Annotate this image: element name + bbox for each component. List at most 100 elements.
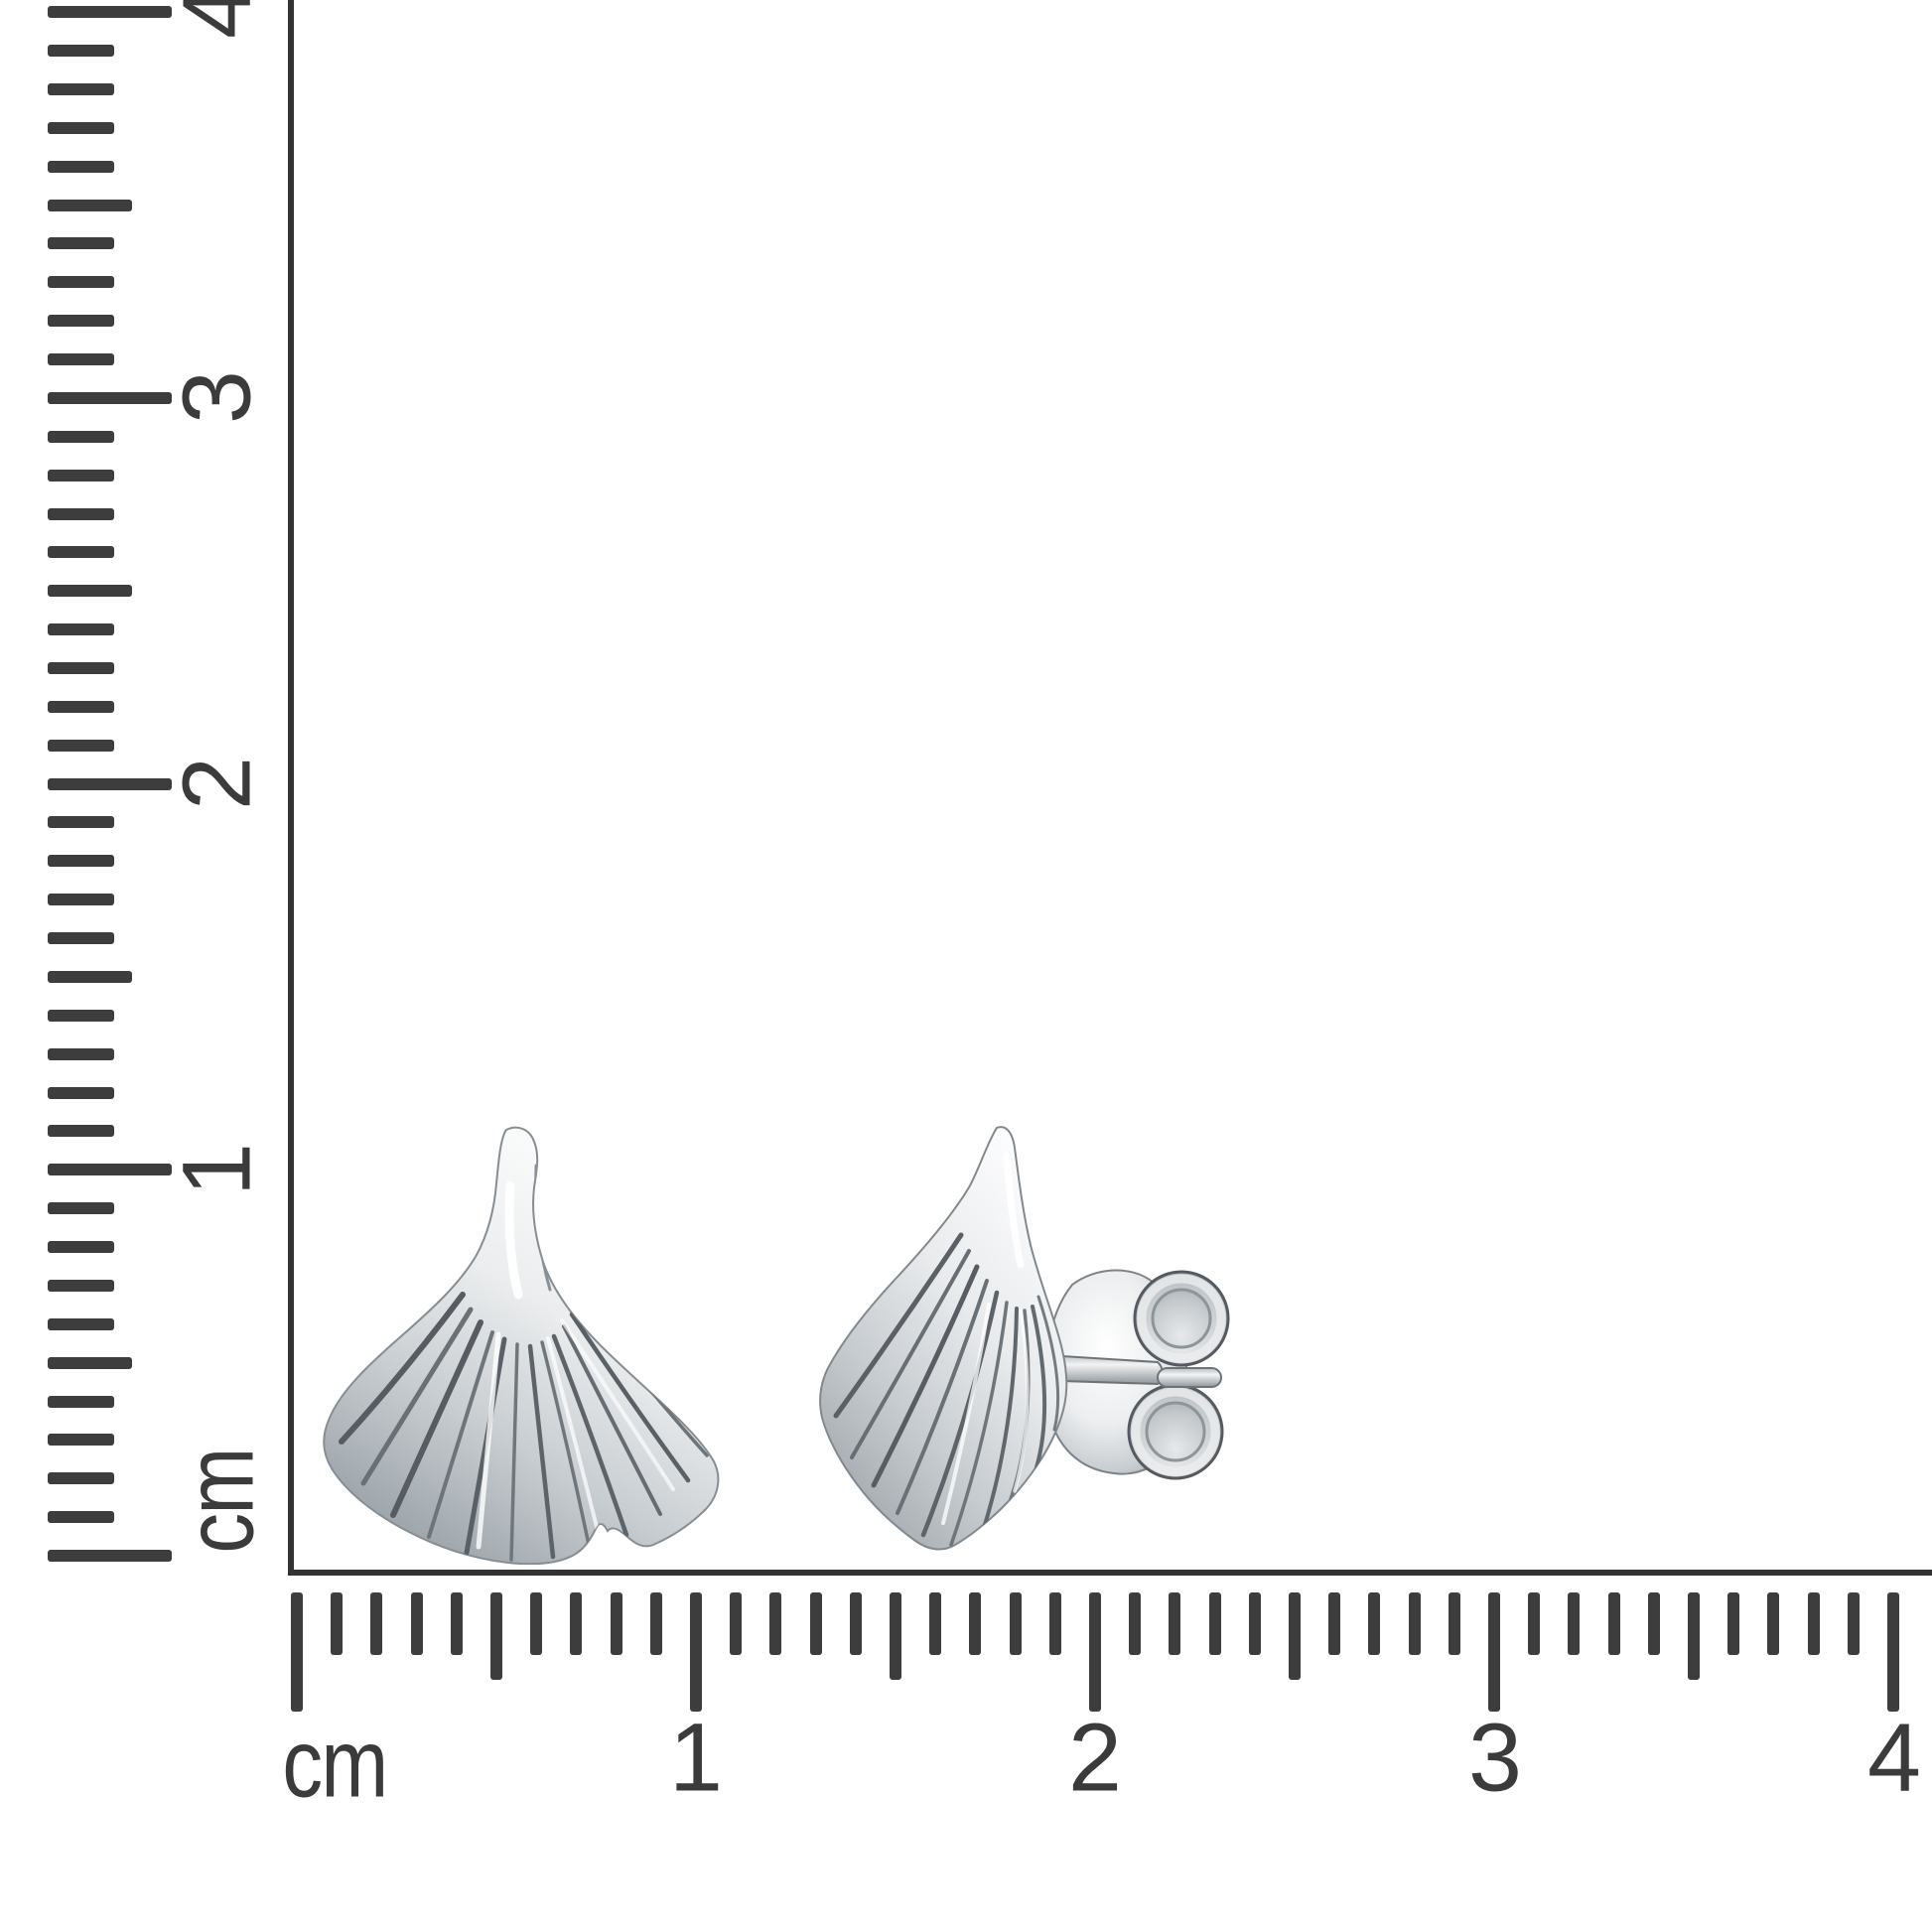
ruler-tick — [1607, 1592, 1620, 1655]
ruler-number: 4 — [1867, 1703, 1921, 1812]
ruler-tick — [969, 1592, 982, 1655]
ruler-tick — [48, 315, 114, 328]
ruler-tick — [649, 1592, 662, 1655]
ruler-tick — [48, 1317, 114, 1330]
ruler-tick — [48, 855, 114, 868]
ruler-tick — [48, 1047, 114, 1060]
ruler-tick — [48, 816, 114, 829]
ruler-tick — [1169, 1592, 1181, 1655]
ruler-tick — [291, 1592, 303, 1712]
ruler-tick — [929, 1592, 942, 1655]
ruler-tick — [1568, 1592, 1581, 1655]
ruler-tick — [48, 1009, 114, 1022]
ruler-tick — [1448, 1592, 1460, 1655]
ruler-tick — [48, 1472, 114, 1485]
ruler-tick — [48, 276, 114, 289]
ruler-number: 4 — [162, 0, 271, 39]
ruler-tick — [48, 1434, 114, 1447]
ruler-tick — [48, 160, 114, 173]
ruler-tick — [890, 1592, 901, 1680]
ruler-tick — [48, 353, 114, 366]
ruler-tick — [48, 199, 132, 211]
ruler-tick — [48, 777, 172, 790]
ruler-unit-label: cm — [165, 1449, 274, 1554]
frame-vertical-line — [288, 0, 294, 1576]
ruler-tick — [1807, 1592, 1820, 1655]
ruler-tick — [1767, 1592, 1780, 1655]
ruler-tick — [48, 430, 114, 443]
ruler-tick — [48, 1395, 114, 1408]
frame-horizontal-line — [288, 1570, 1932, 1576]
ruler-tick — [48, 970, 132, 983]
ruler-tick — [1129, 1592, 1142, 1655]
ruler-tick — [48, 661, 114, 674]
ruler-tick — [48, 6, 172, 19]
ruler-tick — [48, 507, 114, 520]
earring-front-view — [314, 1126, 727, 1566]
ginkgo-leaf-front-icon — [323, 1126, 720, 1566]
ruler-number: 2 — [1068, 1703, 1122, 1812]
ruler-tick — [48, 1125, 114, 1138]
ruler-number: 1 — [162, 1143, 271, 1196]
ruler-tick — [1208, 1592, 1221, 1655]
ruler-tick — [48, 546, 114, 559]
ruler-tick — [769, 1592, 782, 1655]
ruler-number: 3 — [162, 370, 271, 424]
ruler-tick — [48, 585, 132, 598]
ruler-tick — [48, 894, 114, 906]
ruler-tick — [1727, 1592, 1740, 1655]
ruler-tick — [1408, 1592, 1421, 1655]
ruler-tick — [48, 1356, 132, 1369]
ruler-tick — [410, 1592, 423, 1655]
ruler-tick — [849, 1592, 862, 1655]
ruler-tick — [490, 1592, 502, 1680]
ruler-tick — [48, 45, 114, 58]
ruler-tick — [1847, 1592, 1860, 1655]
ruler-tick — [690, 1592, 702, 1712]
ruler-tick — [48, 1241, 114, 1254]
ruler-tick — [48, 391, 172, 404]
ruler-tick — [1528, 1592, 1541, 1655]
leaf-ribs-side — [833, 1152, 1060, 1547]
post-tip — [1157, 1367, 1222, 1388]
ruler-tick — [1328, 1592, 1341, 1655]
ruler-tick — [1488, 1592, 1500, 1712]
ruler-tick — [48, 469, 114, 482]
ruler-tick — [48, 739, 114, 752]
ruler-tick — [48, 623, 114, 636]
ruler-tick — [48, 1550, 172, 1562]
ruler-number: 3 — [1468, 1703, 1522, 1812]
ruler-tick — [450, 1592, 463, 1655]
ruler-tick — [48, 237, 114, 250]
ruler-tick — [48, 1164, 172, 1176]
ruler-tick — [1289, 1592, 1301, 1680]
ruler-tick — [1688, 1592, 1700, 1680]
ruler-tick — [530, 1592, 543, 1655]
ruler-tick — [1089, 1592, 1101, 1712]
ruler-tick — [570, 1592, 583, 1655]
ruler-tick — [48, 121, 114, 134]
ruler-number: 1 — [669, 1703, 723, 1812]
ruler-tick — [48, 1279, 114, 1292]
ruler-tick — [610, 1592, 622, 1655]
ruler-tick — [1368, 1592, 1381, 1655]
ruler-tick — [1048, 1592, 1061, 1655]
ruler-number: 2 — [162, 757, 271, 810]
clutch-bottom-loop — [1127, 1383, 1224, 1480]
ruler-tick — [1647, 1592, 1660, 1655]
ruler-tick — [331, 1592, 344, 1655]
ruler-tick — [1009, 1592, 1022, 1655]
ruler-tick — [48, 82, 114, 95]
ruler-tick — [1248, 1592, 1261, 1655]
earring-side-view — [812, 1126, 1257, 1563]
clutch-top-loop — [1133, 1270, 1230, 1367]
ruler-tick — [48, 1086, 114, 1099]
ruler-unit-label: cm — [282, 1709, 388, 1818]
ruler-tick — [1887, 1592, 1899, 1712]
leaf-silhouette — [323, 1126, 720, 1566]
ruler-tick — [48, 1511, 114, 1524]
ruler-tick — [370, 1592, 383, 1655]
ruler-tick — [48, 932, 114, 945]
ruler-tick — [809, 1592, 822, 1655]
